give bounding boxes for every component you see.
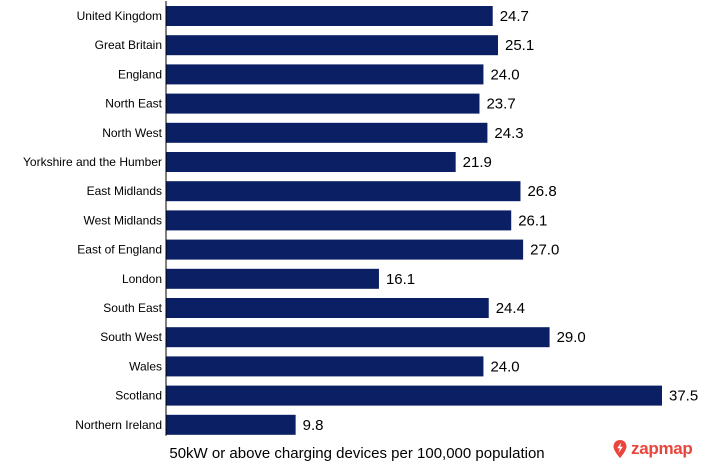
value-label: 26.8 (527, 183, 556, 200)
category-label: North West (102, 126, 162, 140)
category-label: South East (103, 301, 162, 315)
bar (166, 268, 379, 289)
bar (166, 385, 662, 406)
category-label: Scotland (115, 389, 162, 403)
value-label: 27.0 (530, 242, 559, 259)
bar (166, 6, 493, 26)
bar (166, 298, 489, 318)
value-label: 26.1 (518, 212, 547, 229)
category-label: Northern Ireland (75, 418, 162, 432)
value-label: 25.1 (505, 37, 534, 54)
category-label: Yorkshire and the Humber (23, 155, 162, 169)
value-labels: 24.7 25.1 24.0 23.7 24.321.9 26.8 26.1 27.0 16.1… (303, 8, 699, 434)
bar (166, 181, 521, 202)
category-label: North East (105, 97, 162, 111)
category-label: South West (100, 330, 162, 344)
value-label: 24.7 (500, 8, 529, 25)
bar (166, 122, 488, 143)
category-labels: United Kingdom Great Britain England North … (23, 9, 163, 432)
value-label: 21.9 (463, 154, 492, 171)
value-label: 24.4 (496, 300, 525, 317)
bar (166, 239, 524, 260)
category-label: East of England (77, 243, 162, 257)
category-label: Wales (129, 359, 162, 373)
brand-name: zapmap (631, 439, 693, 458)
value-label: 24.0 (490, 66, 519, 83)
value-label: 24.3 (494, 125, 523, 142)
category-label: Great Britain (95, 38, 162, 52)
bar (166, 35, 498, 56)
bar (166, 356, 484, 377)
bar (166, 152, 456, 172)
value-label: 23.7 (486, 96, 515, 113)
value-label: 9.8 (303, 417, 324, 434)
category-label: London (122, 272, 162, 286)
bar (166, 327, 550, 348)
value-label: 29.0 (557, 329, 586, 346)
zapmap-logo-icon (613, 440, 627, 458)
bar (166, 64, 484, 85)
value-label: 24.0 (490, 358, 519, 375)
brand-logo: zapmap (612, 439, 693, 459)
category-label: West Midlands (84, 213, 162, 227)
bar (166, 210, 512, 231)
bar (166, 93, 480, 114)
value-label: 37.5 (669, 388, 698, 405)
category-label: East Midlands (87, 184, 162, 198)
category-label: England (118, 67, 162, 81)
category-label: United Kingdom (77, 9, 162, 23)
bars-group (166, 6, 662, 435)
x-axis-title: 50kW or above charging devices per 100,0… (169, 445, 544, 462)
bar (166, 414, 296, 435)
value-label: 16.1 (386, 271, 415, 288)
